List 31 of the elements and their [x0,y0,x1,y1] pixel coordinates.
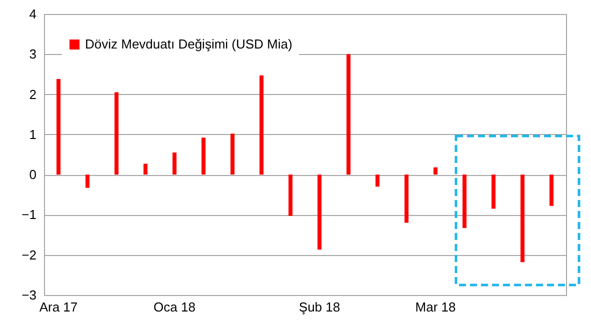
bar [492,174,496,209]
bar [376,174,380,187]
bar [346,54,350,175]
y-tick-label: −2 [22,247,36,262]
y-tick-label: 1 [29,126,36,142]
bar [230,134,234,175]
x-tick-label: Mar 18 [415,300,456,314]
y-tick-label: 4 [29,6,36,22]
y-tick-label: −1 [22,207,36,222]
bar [550,174,554,206]
y-tick-label: 0 [29,167,36,182]
bar [114,92,118,175]
x-tick-label: Şub 18 [298,300,340,314]
bar [56,79,60,175]
x-tick-label: Ara 17 [39,300,78,314]
bar [434,167,438,175]
bar [288,174,292,216]
y-tick-label: −3 [22,288,36,302]
bar [86,174,90,188]
bar [404,174,408,223]
legend-label: Döviz Mevduatı Değişimi (USD Mia) [85,36,292,52]
bar [144,164,148,175]
bar [318,174,322,250]
bar [520,174,524,262]
y-tick-label: 3 [29,46,36,62]
x-tick-label: Oca 18 [154,300,196,314]
bar [172,152,176,175]
bar [202,138,206,175]
y-tick-label: 2 [29,86,36,102]
bar [462,174,466,228]
bar [260,75,264,175]
